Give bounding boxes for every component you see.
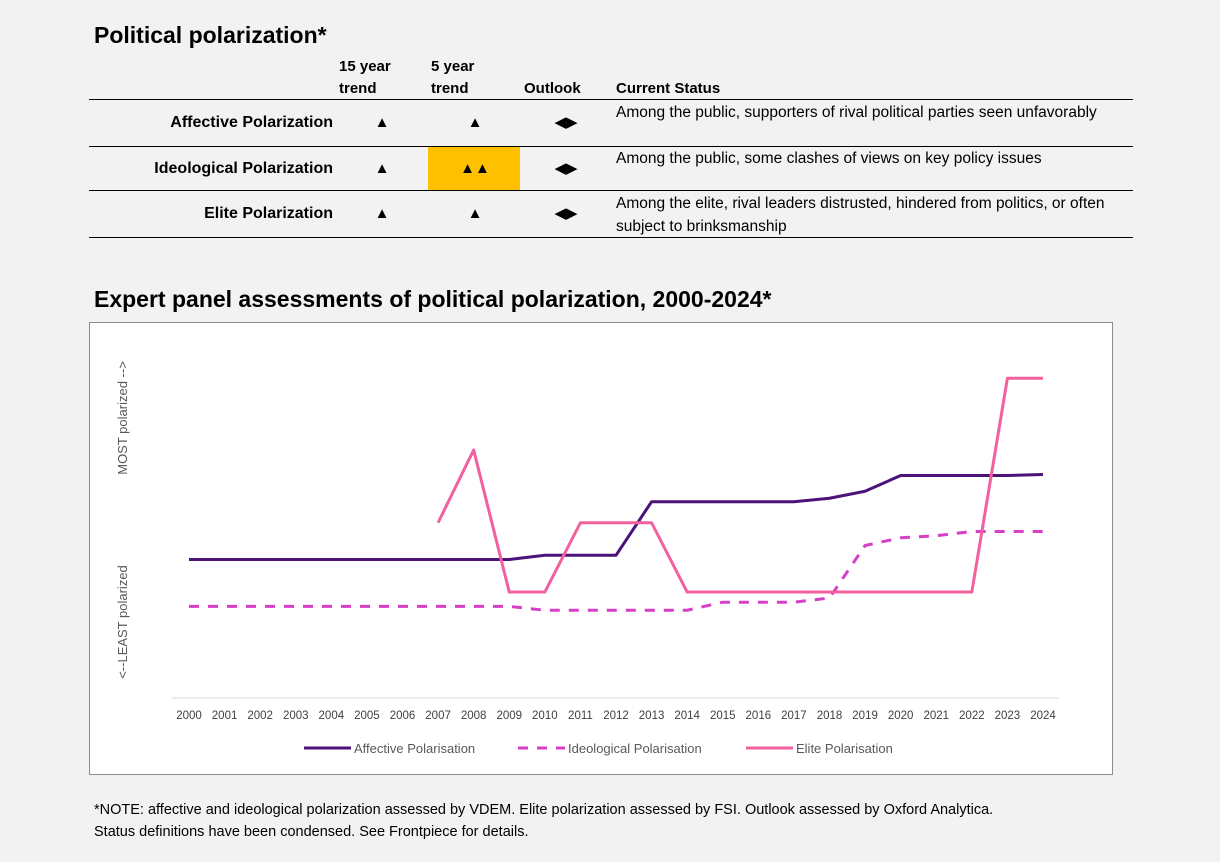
polarization-table: 15 year trend 5 year trend Outlook Curre… [89,56,1133,240]
x-tick-label: 2000 [176,710,202,722]
legend-label: Ideological Polarisation [568,741,702,756]
chart-area: MOST polarized --> <--LEAST polarized 20… [89,322,1113,775]
table-divider [89,237,1133,238]
table-row-elite: Elite Polarization ▲ ▲ ◀▶ Among the elit… [89,191,1133,237]
x-tick-label: 2015 [710,710,736,722]
trend15-arrow: ▲ [374,160,390,177]
y-axis-label-most: MOST polarized --> [115,361,130,475]
header-5-year-line1: 5 year [431,58,475,75]
x-tick-label: 2012 [603,710,629,722]
footnote-line2: Status definitions have been condensed. … [94,824,529,840]
series-line-0 [189,472,1044,561]
x-tick-label: 2009 [496,710,522,722]
series-line-1 [189,530,1043,612]
row-name: Ideological Polarization [154,160,333,177]
series-line-2 [436,376,1043,594]
chart-title: Expert panel assessments of political po… [94,286,772,312]
header-15-year-line2: trend [339,80,377,97]
line-chart: MOST polarized --> <--LEAST polarized 20… [115,361,1059,756]
trend5-arrow: ▲▲ [460,160,490,177]
footnote-line1: *NOTE: affective and ideological polariz… [94,802,994,818]
header-outlook: Outlook [524,80,581,97]
x-tick-label: 2016 [746,710,772,722]
y-axis-label-least: <--LEAST polarized [115,565,130,679]
x-tick-label: 2010 [532,710,558,722]
row-status: Among the public, some clashes of views … [616,150,1042,167]
x-tick-label: 2005 [354,710,380,722]
row-name: Affective Polarization [170,114,333,131]
trend15-arrow: ▲ [374,114,390,131]
x-tick-label: 2024 [1030,710,1056,722]
table-divider [89,146,1133,147]
outlook-arrows: ◀▶ [554,114,578,131]
row-name: Elite Polarization [204,205,333,222]
trend5-arrow: ▲ [467,114,483,131]
table-row-ideological: Ideological Polarization ▲ ▲▲ ◀▶ Among t… [89,147,1133,190]
x-tick-label: 2023 [995,710,1021,722]
header-5-year-trend: 5 year trend [431,56,474,100]
x-tick-label: 2021 [923,710,949,722]
outlook-arrows: ◀▶ [554,160,578,177]
x-tick-label: 2004 [319,710,345,722]
table-title: Political polarization* [94,22,327,48]
legend: Affective Polarisation Ideological Polari… [304,741,893,756]
footnote: *NOTE: affective and ideological polariz… [94,799,1194,843]
x-tick-label: 2001 [212,710,238,722]
x-tick-label: 2011 [568,710,593,722]
x-tick-label: 2013 [639,710,665,722]
table-divider [89,99,1133,100]
header-current-status: Current Status [616,80,721,97]
header-5-year-line2: trend [431,80,469,97]
x-tick-labels: 2000 2001 2002 2003 2004 2005 2006 2007 2008 2009… [176,710,1056,722]
header-15-year-line1: 15 year [339,58,391,75]
x-tick-label: 2002 [247,710,273,722]
x-tick-label: 2020 [888,710,914,722]
legend-label: Affective Polarisation [354,741,475,756]
outlook-arrows: ◀▶ [554,205,578,222]
trend5-arrow: ▲ [467,205,483,222]
x-tick-label: 2019 [852,710,878,722]
x-tick-label: 2007 [425,710,451,722]
header-15-year-trend: 15 year trend [339,56,391,100]
x-tick-label: 2008 [461,710,487,722]
legend-label: Elite Polarisation [796,741,893,756]
highlight-cell [428,147,520,190]
row-status: Among the elite, rival leaders distruste… [616,195,1105,235]
row-status: Among the public, supporters of rival po… [616,104,1097,121]
x-tick-label: 2014 [674,710,700,722]
x-tick-label: 2006 [390,710,416,722]
x-tick-label: 2017 [781,710,807,722]
table-divider [89,190,1133,191]
table-row-affective: Affective Polarization ▲ ▲ ◀▶ Among the … [89,100,1133,146]
trend15-arrow: ▲ [374,205,390,222]
series-lines [189,376,1044,612]
x-tick-label: 2022 [959,710,985,722]
x-tick-label: 2018 [817,710,843,722]
x-tick-label: 2003 [283,710,309,722]
